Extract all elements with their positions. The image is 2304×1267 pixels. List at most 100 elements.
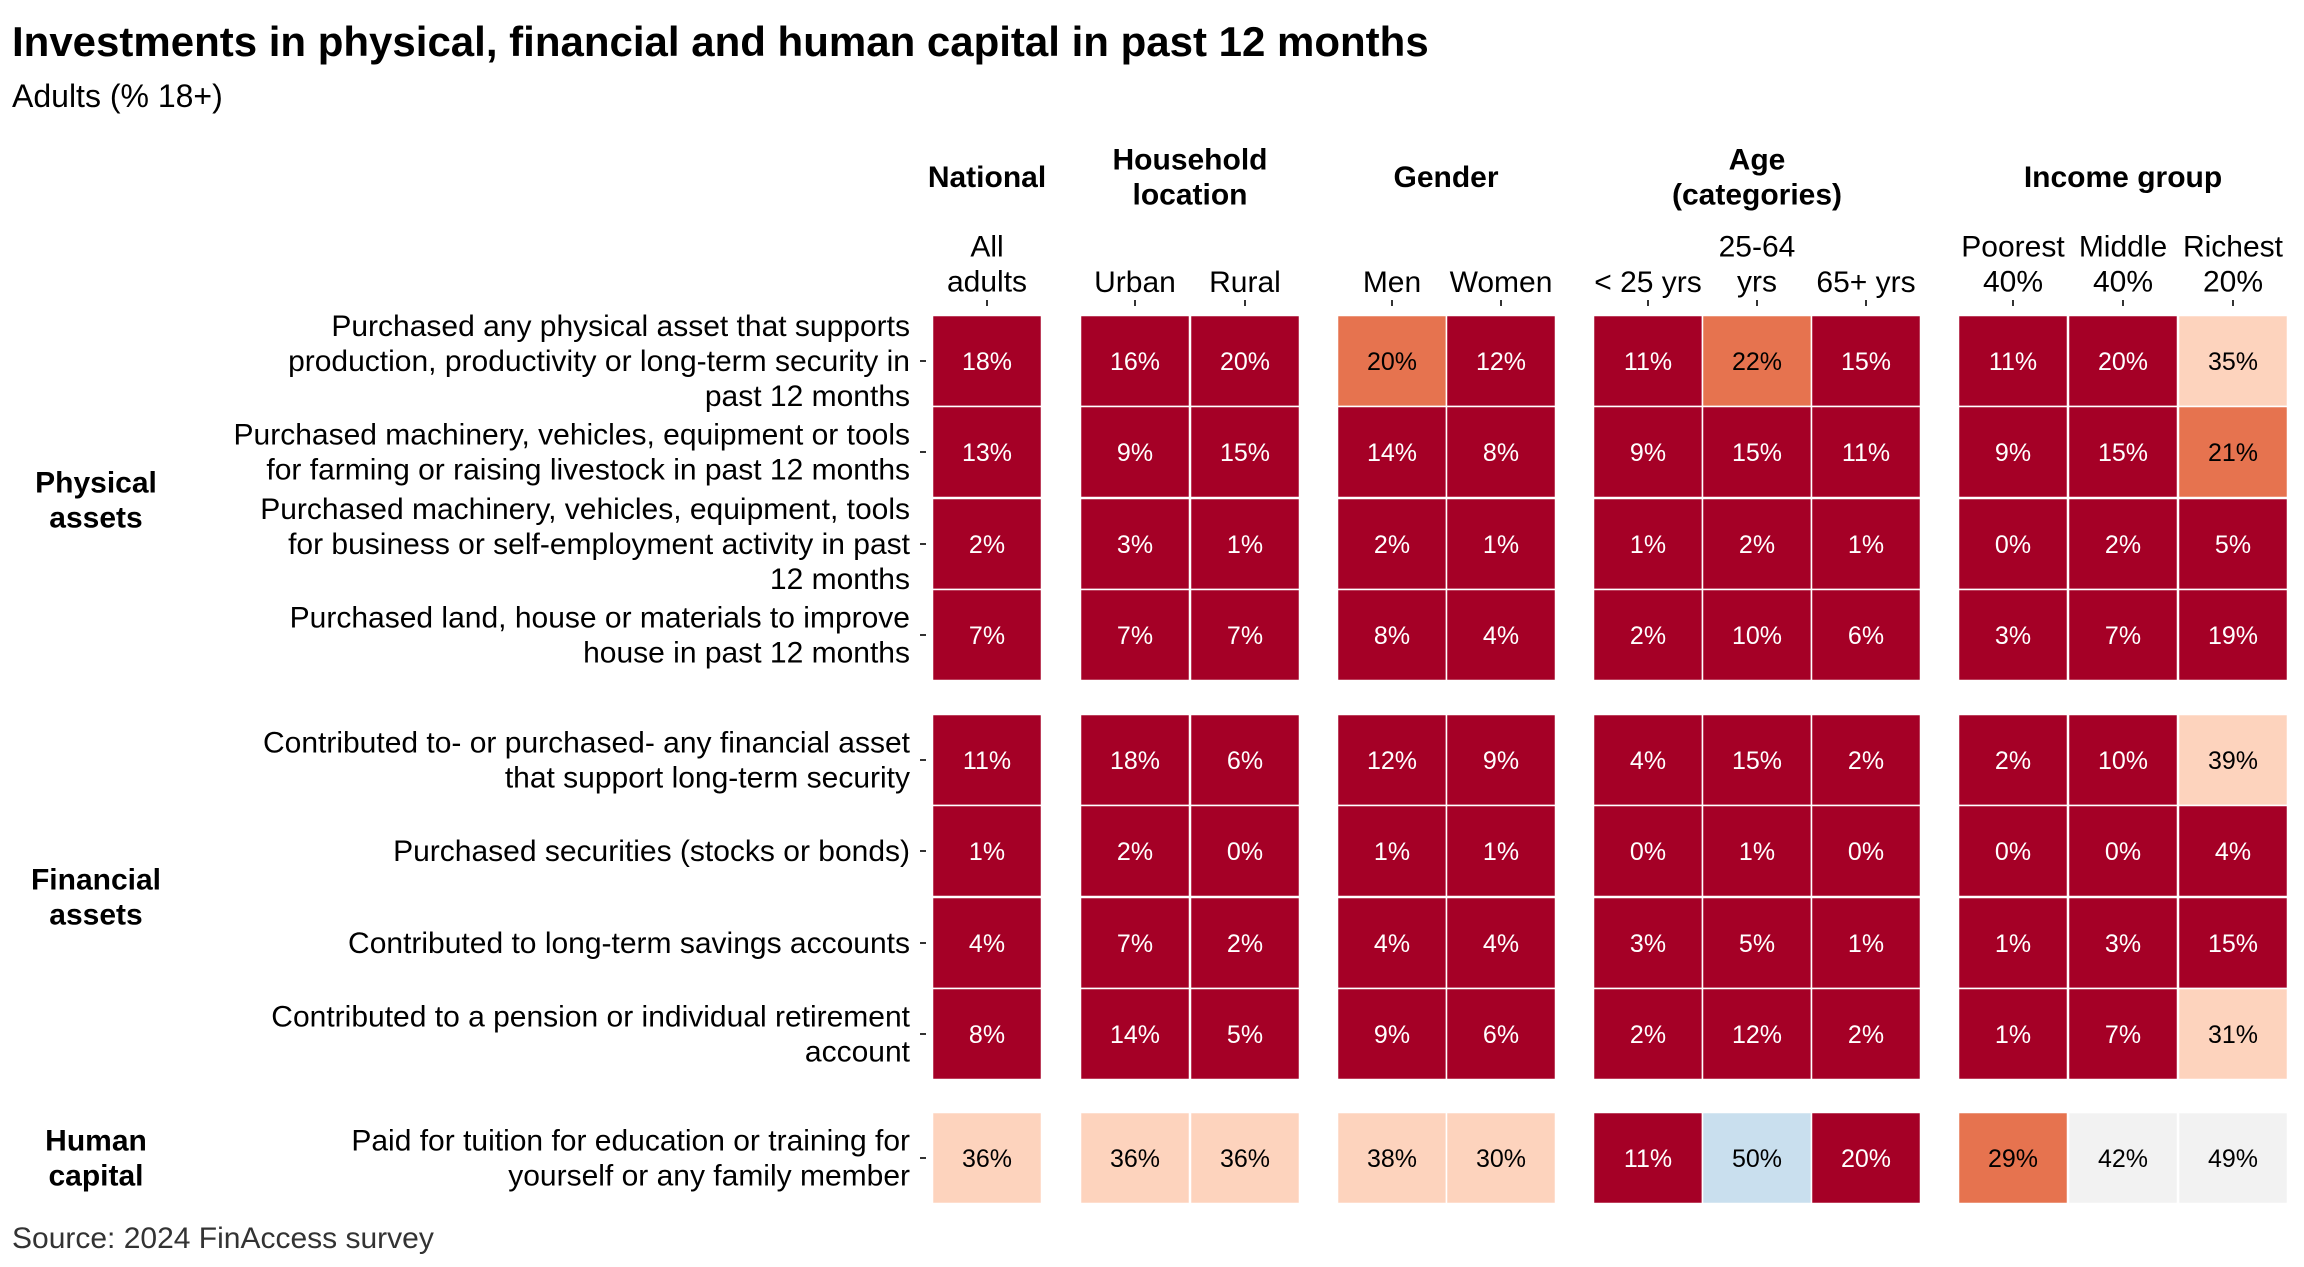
cell-value-label: 35% (2208, 348, 2258, 376)
heatmap-cell (1336, 804, 1448, 898)
heatmap-cell (1336, 713, 1448, 807)
heatmap-cell (2177, 987, 2289, 1081)
cell-value-label: 38% (1367, 1145, 1417, 1173)
heatmap-cell (1189, 405, 1301, 499)
heatmap-cell (1810, 804, 1922, 898)
heatmap-cell (2177, 588, 2289, 682)
column-header: 25-64 yrs (1719, 231, 1796, 299)
cell-value-label: 9% (1483, 747, 1519, 775)
cell-value-label: 8% (1374, 622, 1410, 650)
cell-value-label: 6% (1848, 622, 1884, 650)
heatmap-cell (1592, 896, 1704, 990)
cell-value-label: 1% (1227, 531, 1263, 559)
cell-value-label: 29% (1988, 1145, 2038, 1173)
cell-value-label: 2% (969, 531, 1005, 559)
heatmap-cell (1957, 588, 2069, 682)
cell-value-label: 50% (1732, 1145, 1782, 1173)
heatmap-cell (1445, 987, 1557, 1081)
column-group-header: Income group (2024, 161, 2222, 194)
cell-value-label: 7% (1117, 930, 1153, 958)
column-header: Rural (1209, 266, 1281, 299)
cell-value-label: 8% (969, 1021, 1005, 1049)
heatmap-cell (1810, 588, 1922, 682)
cell-value-label: 3% (1630, 930, 1666, 958)
cell-value-label: 2% (1630, 622, 1666, 650)
cell-value-label: 2% (2105, 531, 2141, 559)
cell-value-label: 9% (1995, 439, 2031, 467)
heatmap-cell (931, 588, 1043, 682)
heatmap-cell (1079, 987, 1191, 1081)
column-header: < 25 yrs (1594, 266, 1702, 299)
cell-value-label: 15% (1220, 439, 1270, 467)
column-group-header: Age (categories) (1672, 144, 1842, 212)
heatmap-cell (931, 405, 1043, 499)
heatmap-cell (1810, 1111, 1922, 1205)
cell-value-label: 4% (969, 930, 1005, 958)
heatmap-cell (2177, 497, 2289, 591)
cell-value-label: 2% (1995, 747, 2031, 775)
heatmap-cell (1957, 987, 2069, 1081)
cell-value-label: 2% (1630, 1021, 1666, 1049)
heatmap-cell (1189, 987, 1301, 1081)
cell-value-label: 8% (1483, 439, 1519, 467)
heatmap-cell (1592, 314, 1704, 408)
heatmap-cell (1810, 405, 1922, 499)
cell-value-label: 1% (1995, 930, 2031, 958)
row-label: Paid for tuition for education or traini… (351, 1125, 910, 1193)
heatmap-cell (1701, 405, 1813, 499)
cell-value-label: 3% (2105, 930, 2141, 958)
cell-value-label: 3% (1117, 531, 1153, 559)
cell-value-label: 7% (1227, 622, 1263, 650)
heatmap-cell (2067, 314, 2179, 408)
cell-value-label: 12% (1367, 747, 1417, 775)
column-header: Richest 20% (2183, 231, 2284, 299)
cell-value-label: 1% (969, 838, 1005, 866)
cell-value-label: 0% (1848, 838, 1884, 866)
heatmap-cell (931, 987, 1043, 1081)
row-label: Contributed to- or purchased- any financ… (263, 727, 911, 795)
cell-value-label: 4% (1483, 930, 1519, 958)
column-header: Urban (1094, 266, 1176, 299)
heatmap-cell (1445, 497, 1557, 591)
row-label: Purchased machinery, vehicles, equipment… (234, 419, 910, 487)
cell-value-label: 36% (962, 1145, 1012, 1173)
heatmap-cell (1592, 804, 1704, 898)
heatmap-cell (1189, 713, 1301, 807)
heatmap-cell (2067, 896, 2179, 990)
cell-value-label: 14% (1367, 439, 1417, 467)
cell-value-label: 9% (1630, 439, 1666, 467)
heatmap-cell (2177, 713, 2289, 807)
heatmap-cell (931, 314, 1043, 408)
heatmap-cell (1336, 405, 1448, 499)
cell-value-label: 2% (1374, 531, 1410, 559)
heatmap-cell (1701, 588, 1813, 682)
row-label: Purchased land, house or materials to im… (290, 602, 910, 670)
cell-value-label: 11% (1989, 348, 2037, 376)
heatmap-cell (1445, 588, 1557, 682)
heatmap-cell (1957, 497, 2069, 591)
cell-value-label: 1% (1374, 838, 1410, 866)
column-header: All adults (947, 231, 1027, 299)
heatmap-cell (2177, 314, 2289, 408)
heatmap-cell (1810, 713, 1922, 807)
heatmap-cell (1957, 896, 2069, 990)
heatmap-cell (1701, 497, 1813, 591)
cell-value-label: 10% (2098, 747, 2148, 775)
cell-value-label: 0% (1995, 838, 2031, 866)
row-label: Purchased any physical asset that suppor… (288, 310, 910, 413)
heatmap-cell (2177, 804, 2289, 898)
cell-value-label: 36% (1110, 1145, 1160, 1173)
cell-value-label: 13% (962, 439, 1012, 467)
heatmap-cell (1957, 804, 2069, 898)
cell-value-label: 4% (1630, 747, 1666, 775)
heatmap-cell (1445, 314, 1557, 408)
cell-value-label: 1% (1630, 531, 1666, 559)
heatmap-cell (2067, 804, 2179, 898)
cell-value-label: 15% (1732, 747, 1782, 775)
heatmap-cell (2067, 1111, 2179, 1205)
heatmap-cell (1189, 1111, 1301, 1205)
heatmap-cell (1336, 314, 1448, 408)
cell-value-label: 4% (1483, 622, 1519, 650)
cell-value-label: 5% (1739, 930, 1775, 958)
